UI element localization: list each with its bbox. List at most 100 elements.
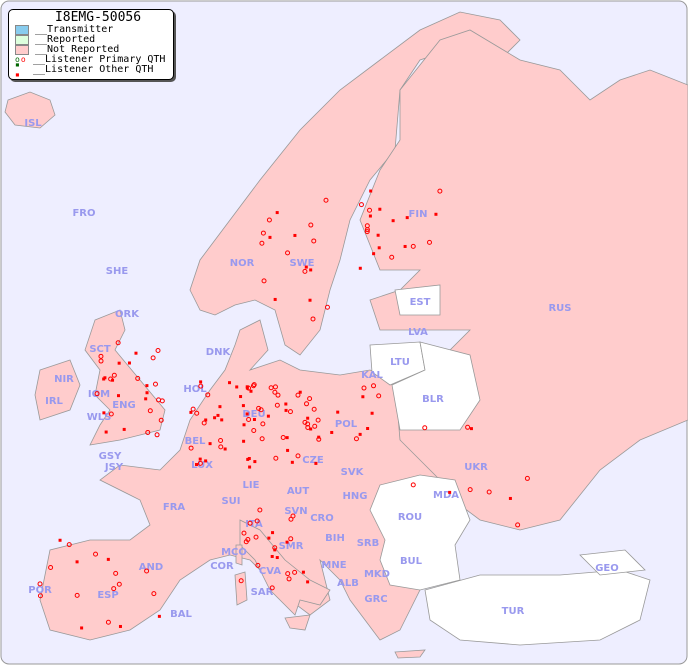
listener-other-qth-marker — [247, 457, 251, 461]
listener-other-qth-marker — [286, 448, 290, 452]
listener-primary-qth-marker — [287, 409, 293, 415]
listener-primary-qth-marker — [389, 254, 395, 260]
listener-other-qth-marker — [366, 426, 370, 430]
listener-primary-qth-marker — [147, 408, 153, 414]
listener-other-qth-marker — [370, 411, 374, 415]
listener-primary-qth-marker — [188, 445, 194, 451]
country-label-tur: TUR — [502, 606, 525, 617]
listener-other-qth-marker — [267, 536, 271, 540]
listener-primary-qth-marker — [286, 576, 292, 582]
listener-primary-qth-marker — [256, 405, 262, 411]
listener-other-qth-marker — [309, 268, 313, 272]
region-est — [394, 284, 441, 316]
country-label-bih: BIH — [325, 533, 345, 544]
listener-primary-qth-marker — [324, 304, 330, 310]
listener-other-qth-marker — [218, 405, 222, 409]
country-label-grc: GRC — [364, 594, 387, 605]
listener-other-qth-marker — [242, 439, 246, 443]
listener-primary-qth-marker — [108, 376, 114, 382]
country-label-cro: CRO — [310, 513, 334, 524]
listener-primary-qth-marker — [152, 381, 158, 387]
listener-primary-qth-marker — [197, 460, 203, 466]
listener-other-qth-marker — [358, 432, 362, 436]
listener-primary-qth-marker — [315, 417, 321, 423]
listener-other-qth-marker — [336, 410, 340, 414]
listener-other-qth-marker — [245, 412, 249, 416]
country-label-gsy: GSY — [99, 451, 122, 462]
listener-other-qth-marker — [216, 413, 220, 417]
listener-other-qth-marker — [308, 298, 312, 302]
listener-other-qth-marker — [284, 402, 288, 406]
listener-other-qth-marker — [228, 381, 232, 385]
listener-primary-qth-marker — [251, 427, 257, 433]
listener-primary-qth-marker — [74, 592, 80, 598]
listener-other-qth-marker — [508, 496, 512, 500]
listener-other-qth-marker — [284, 408, 288, 412]
country-label-sar: SAR — [251, 587, 274, 598]
listener-other-qth-marker — [285, 540, 289, 544]
listener-primary-qth-marker — [376, 393, 382, 399]
listener-primary-qth-marker — [273, 455, 279, 461]
region-blr — [391, 341, 481, 431]
legend-label: __Listener Other QTH — [33, 64, 154, 75]
listener-primary-qth-marker — [364, 227, 370, 233]
listener-other-qth-marker — [378, 207, 382, 211]
listener-primary-qth-marker — [255, 562, 261, 568]
listener-primary-qth-marker — [285, 571, 291, 577]
listener-primary-qth-marker — [515, 522, 521, 528]
legend-not-reported: __Not Reported — [9, 45, 173, 55]
listener-primary-qth-marker — [250, 383, 256, 389]
legend-label: __Listener Primary QTH — [33, 54, 166, 65]
listener-primary-qth-marker — [201, 420, 207, 426]
listener-primary-qth-marker — [274, 402, 280, 408]
listener-primary-qth-marker — [307, 396, 313, 402]
listener-primary-qth-marker — [310, 316, 316, 322]
listener-other-qth-marker — [266, 414, 270, 418]
listener-primary-qth-marker — [151, 591, 157, 597]
region-tur — [424, 569, 651, 646]
listener-other-qth-marker — [290, 460, 294, 464]
listener-primary-qth-marker — [111, 372, 117, 378]
country-label-isl: ISL — [24, 118, 42, 129]
listener-primary-qth-marker — [116, 581, 122, 587]
country-label-bal: BAL — [170, 609, 192, 620]
legend-other-qth: ▪ ▪ __Listener Other QTH — [9, 60, 173, 79]
country-label-bel: BEL — [185, 436, 206, 447]
listener-primary-qth-marker — [145, 429, 151, 435]
listener-other-qth-marker — [118, 624, 122, 628]
country-label-deu: DEU — [242, 409, 265, 420]
listener-primary-qth-marker — [247, 520, 253, 526]
square-marker-icon: ▪ ▪ — [15, 60, 21, 79]
country-label-mco: MCO — [221, 547, 247, 558]
country-label-fra: FRA — [163, 502, 186, 513]
legend-label: __Reported — [35, 34, 96, 45]
transmitter-swatch — [15, 25, 29, 35]
listener-other-qth-marker — [293, 233, 297, 237]
circle-marker-icon: oo — [15, 55, 27, 64]
listener-other-qth-marker — [270, 554, 274, 558]
listener-other-qth-marker — [285, 436, 289, 440]
listener-other-qth-marker — [242, 423, 246, 427]
listener-other-qth-marker — [306, 416, 310, 420]
listener-primary-qth-marker — [238, 578, 244, 584]
listener-primary-qth-marker — [305, 421, 311, 427]
country-label-mne: MNE — [321, 560, 346, 571]
land-crete — [394, 649, 426, 659]
listener-primary-qth-marker — [48, 564, 54, 570]
legend: I8EMG-50056 __Transmitter __Reported __N… — [8, 9, 174, 80]
listener-other-qth-marker — [80, 626, 84, 630]
region-rou-mda-bul — [369, 474, 471, 591]
listener-primary-qth-marker — [194, 410, 200, 416]
listener-other-qth-marker — [248, 465, 252, 469]
country-label-ita: ITA — [245, 519, 263, 530]
listener-primary-qth-marker — [308, 222, 314, 228]
listener-primary-qth-marker — [316, 436, 322, 442]
country-label-por: POR — [28, 585, 52, 596]
land-italy — [239, 519, 331, 616]
listener-primary-qth-marker — [66, 542, 72, 548]
listener-other-qth-marker — [189, 410, 193, 414]
listener-primary-qth-marker — [295, 453, 301, 459]
listener-other-qth-marker — [298, 390, 302, 394]
listener-primary-qth-marker — [190, 406, 196, 412]
